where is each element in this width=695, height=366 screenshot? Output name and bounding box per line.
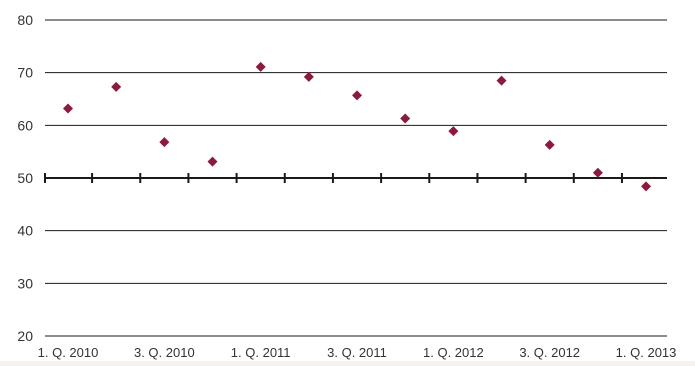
y-tick-label: 40 [17,223,33,239]
data-point [496,75,507,86]
data-point [352,90,363,101]
grid-lines [45,19,667,337]
data-point [544,139,555,150]
data-point [63,103,73,114]
data-point [592,167,603,178]
y-tick-label: 50 [17,170,33,186]
x-tick-label: 1. Q. 2012 [423,345,484,360]
data-point [400,113,411,124]
y-tick-label: 80 [17,12,33,28]
data-point [255,61,266,72]
x-tick-label: 1. Q. 2013 [616,345,677,360]
x-axis [44,173,667,183]
data-points [63,61,652,192]
y-tick-label: 60 [17,117,33,133]
y-tick-labels: 20 30 40 50 60 70 80 [17,12,33,344]
data-point [159,137,170,148]
data-point [448,126,459,137]
x-tick-label: 1. Q. 2010 [38,345,99,360]
x-tick-label: 3. Q. 2011 [327,345,387,360]
data-point [207,156,218,167]
y-tick-label: 30 [17,275,33,291]
data-point [303,71,314,82]
y-tick-label: 70 [17,65,33,81]
x-tick-label: 3. Q. 2012 [519,345,580,360]
data-point [641,181,652,192]
x-tick-label: 3. Q. 2010 [134,345,195,360]
x-tick-labels: 1. Q. 2010 3. Q. 2010 1. Q. 2011 3. Q. 2011… [38,345,677,360]
x-tick-label: 1. Q. 2011 [231,345,291,360]
y-tick-label: 20 [17,328,33,344]
data-point [111,81,122,92]
